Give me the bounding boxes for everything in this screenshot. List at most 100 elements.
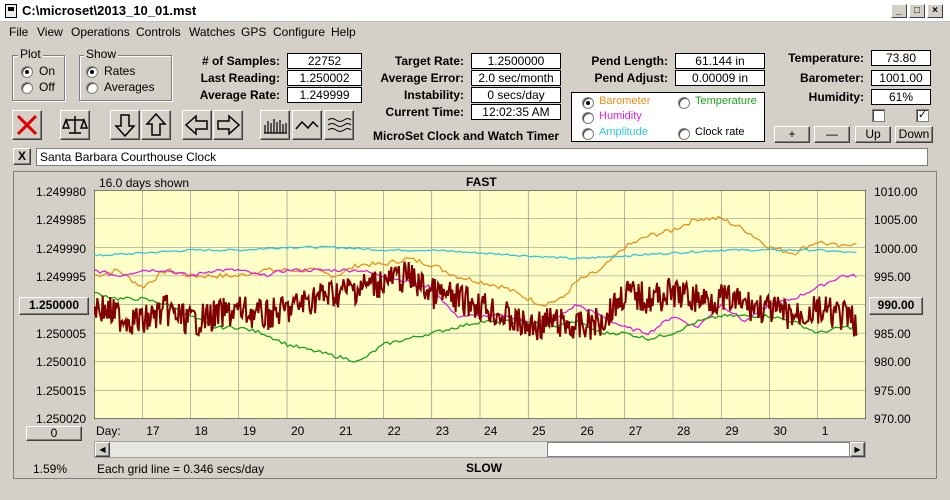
x-tick-label: 20 [291, 424, 305, 438]
x-tick-label: 23 [435, 424, 450, 438]
arrow-right-button[interactable] [213, 110, 243, 140]
y-right-tick: 995.00 [874, 270, 911, 284]
multiwave-button[interactable] [324, 110, 354, 140]
arrow-left-icon [184, 114, 208, 136]
sensor-select-box: Barometer Temperature Humidity Amplitude… [571, 92, 765, 142]
samples-label: # of Samples: [201, 54, 280, 68]
x-tick-label: 27 [628, 424, 643, 438]
temperature-radio[interactable] [678, 97, 690, 109]
x-tick-label: 30 [773, 424, 787, 438]
clear-name-button[interactable]: X [13, 148, 31, 165]
multiwave-icon [327, 118, 352, 132]
percent-label: 1.59% [33, 462, 68, 476]
plot-on-radio[interactable] [21, 66, 33, 78]
pend-length-label: Pend Length: [591, 54, 668, 68]
x-tick-label: 24 [484, 424, 498, 438]
balance-button[interactable] [60, 110, 90, 140]
y-left-tick: 1.250005 [35, 327, 86, 341]
menu-watches[interactable]: Watches [189, 25, 236, 39]
maximize-button[interactable]: □ [909, 4, 925, 18]
x-tick-label: 1 [821, 424, 829, 438]
y-right-tick: 970.00 [874, 412, 911, 426]
humidity-radio[interactable] [582, 112, 594, 124]
show-averages-label: Averages [104, 80, 155, 94]
x-tick-label: 17 [146, 424, 160, 438]
amplitude-radio[interactable] [582, 128, 594, 140]
menu-view[interactable]: View [37, 25, 63, 39]
x-tick-label: 21 [339, 424, 353, 438]
menu-help[interactable]: Help [331, 25, 356, 39]
checkbox-left[interactable] [872, 109, 885, 122]
show-rates-label: Rates [104, 64, 136, 78]
left-center-button[interactable]: 1.250000 [19, 297, 89, 315]
x-tick-label: 19 [242, 424, 257, 438]
close-window-button[interactable]: × [927, 4, 943, 18]
current-time-label: Current Time: [385, 105, 464, 119]
y-right-tick: 975.00 [874, 384, 911, 398]
minimize-button[interactable]: _ [891, 4, 907, 18]
x-tick-label: 22 [387, 424, 401, 438]
stop-button[interactable] [12, 110, 42, 140]
up-button[interactable]: Up [855, 126, 891, 143]
scroll-right-button[interactable]: ▶ [850, 442, 865, 457]
y-right-tick: 1005.00 [874, 213, 918, 227]
series-line-barometer [94, 215, 857, 307]
arrow-down-button[interactable] [110, 110, 140, 140]
checkbox-right[interactable]: ✓ [916, 109, 929, 122]
plot-group-label: Plot [18, 47, 43, 61]
clock-name-input[interactable]: Santa Barbara Courthouse Clock [36, 148, 928, 166]
amplitude-option: Amplitude [599, 126, 648, 138]
window-title: C:\microset\2013_10_01.mst [22, 3, 197, 18]
instability-value: 0 secs/day [471, 87, 561, 103]
clock-rate-radio[interactable] [678, 128, 690, 140]
instability-label: Instability: [403, 88, 464, 102]
horizontal-scrollbar[interactable]: ◀ ▶ [94, 441, 866, 458]
y-right-tick: 980.00 [874, 355, 911, 369]
samples-value: 22752 [287, 53, 362, 69]
scroll-left-button[interactable]: ◀ [95, 442, 110, 457]
last-reading-value: 1.250002 [287, 70, 362, 86]
plot-on-label: On [39, 64, 56, 78]
average-rate-value: 1.249999 [287, 87, 362, 103]
series-line-clock_rate [94, 261, 858, 341]
right-center-button[interactable]: 990.00 [869, 297, 923, 315]
target-rate-label: Target Rate: [394, 54, 464, 68]
x-tick-label: 25 [532, 424, 546, 438]
arrow-right-icon [217, 114, 241, 136]
show-group [79, 55, 172, 101]
scroll-thumb[interactable] [547, 442, 850, 457]
pend-length-value: 61.144 in [675, 53, 765, 69]
histogram-icon [264, 119, 287, 134]
plot-off-radio[interactable] [21, 82, 33, 94]
temperature-label: Temperature: [788, 51, 864, 65]
arrow-left-button[interactable] [182, 110, 212, 140]
menu-gps[interactable]: GPS [241, 25, 267, 39]
series-line-amplitude [94, 245, 857, 260]
down-button[interactable]: Down [895, 126, 933, 143]
barometer-radio[interactable] [582, 97, 594, 109]
y-left-tick: 1.250020 [35, 412, 86, 426]
grid-note: Each grid line = 0.346 secs/day [97, 462, 265, 476]
arrow-up-button[interactable] [141, 110, 171, 140]
clock-rate-option: Clock rate [695, 126, 745, 138]
arrow-up-icon [145, 112, 167, 136]
y-left-tick: 1.249995 [35, 270, 86, 284]
show-rates-radio[interactable] [86, 66, 98, 78]
menu-file[interactable]: File [9, 25, 29, 39]
average-error-label: Average Error: [380, 71, 464, 85]
title-bar: C:\microset\2013_10_01.mst _ □ × [0, 0, 950, 22]
histogram-button[interactable] [260, 110, 290, 140]
day-axis-label: Day: [96, 424, 121, 438]
menu-controls[interactable]: Controls [136, 25, 181, 39]
menu-operations[interactable]: Operations [71, 25, 130, 39]
plus-button[interactable]: + [774, 126, 810, 143]
minus-button[interactable]: — [814, 126, 850, 143]
show-averages-radio[interactable] [86, 82, 98, 94]
arrow-down-icon [114, 114, 136, 138]
menu-configure[interactable]: Configure [273, 25, 326, 39]
fast-label: FAST [466, 175, 497, 189]
wave-icon [295, 120, 319, 130]
wave-button[interactable] [292, 110, 322, 140]
x-tick-label: 18 [194, 424, 208, 438]
scroll-value-box[interactable]: 0 [26, 426, 82, 441]
